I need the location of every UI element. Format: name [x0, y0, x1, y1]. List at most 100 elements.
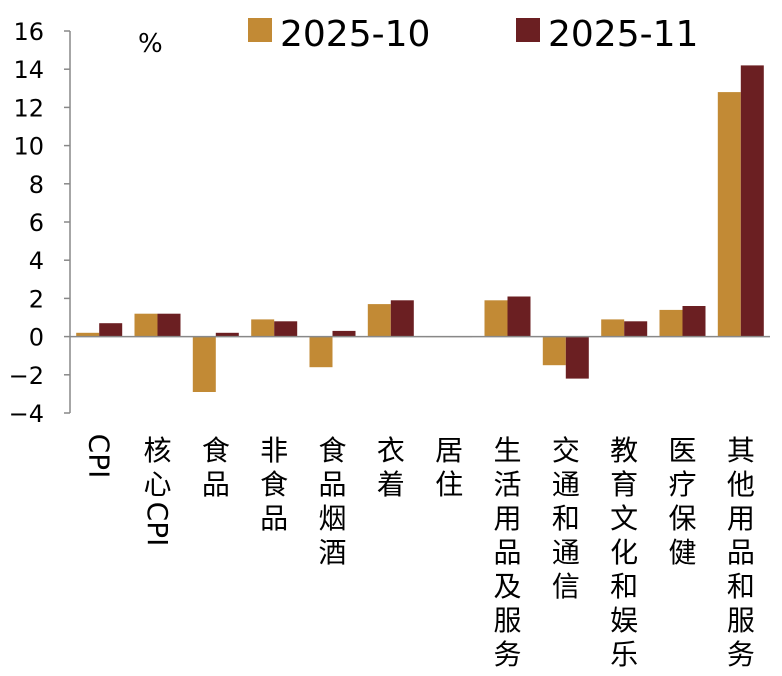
bar-2025-11-1	[157, 313, 181, 337]
bar-2025-11-8	[565, 336, 589, 379]
y-tick-label: 10	[13, 133, 44, 161]
legend-swatch-2025-11	[516, 18, 540, 42]
bar-2025-10-4	[309, 336, 333, 368]
bars	[76, 65, 764, 392]
category-label-part: 酒	[318, 536, 346, 569]
category-label-0: CPI	[83, 434, 116, 479]
y-tick-label: −2	[9, 362, 44, 390]
category-label-part: 服	[493, 604, 521, 637]
category-label-part: 通	[552, 468, 580, 501]
bar-2025-11-11	[740, 65, 764, 337]
category-label-3: 非食品	[260, 434, 288, 535]
category-label-part: 食	[318, 434, 346, 467]
category-label-part: 化	[610, 536, 638, 569]
bar-2025-11-0	[99, 323, 123, 337]
category-label-part: 活	[493, 468, 521, 501]
y-tick-label: 8	[29, 171, 44, 199]
category-label-part: 居	[435, 434, 463, 467]
bar-2025-11-3	[274, 321, 298, 337]
bar-2025-11-2	[215, 332, 239, 337]
category-label-part: 文	[610, 502, 638, 535]
bar-2025-10-0	[76, 332, 100, 337]
category-label-part: 娱	[610, 604, 638, 637]
y-axis: −4 −2 0 2 4 6 8 10 12 14 16	[9, 18, 71, 428]
category-label-part: 衣	[377, 434, 405, 467]
bar-2025-10-8	[542, 336, 566, 366]
bar-2025-10-2	[192, 336, 216, 392]
bar-2025-10-11	[717, 92, 741, 337]
legend: 2025-10 2025-11	[248, 14, 698, 55]
unit-label: %	[138, 29, 163, 59]
category-label-part: 通	[552, 536, 580, 569]
category-label-5: 衣着	[377, 434, 405, 501]
bar-2025-11-4	[332, 330, 356, 337]
category-label-2: 食品	[202, 434, 230, 501]
category-label-part: 品	[727, 536, 755, 569]
bar-2025-11-9	[624, 321, 648, 337]
category-label-part: 品	[493, 536, 521, 569]
y-tick-label: −4	[9, 400, 44, 428]
y-tick-label: 4	[29, 247, 44, 275]
bar-2025-11-7	[507, 296, 531, 337]
category-label-part: CPI	[83, 434, 116, 479]
bar-2025-10-1	[134, 313, 158, 337]
bar-2025-11-5	[390, 300, 414, 337]
category-label-part: 用	[493, 502, 521, 535]
category-label-part: 健	[668, 536, 696, 569]
category-label-part: 着	[377, 468, 405, 501]
category-label-part: 服	[727, 604, 755, 637]
category-label-part: 品	[260, 502, 288, 535]
y-tick-label: 0	[29, 324, 44, 352]
category-label-part: 教	[610, 434, 638, 467]
category-label-part: 交	[552, 434, 580, 467]
category-label-part: 非	[260, 434, 288, 467]
category-label-part: 务	[727, 638, 755, 671]
category-label-part: 住	[435, 468, 463, 501]
category-label-part: 和	[552, 502, 580, 535]
category-label-part: 信	[552, 570, 580, 603]
category-label-part: 烟	[318, 502, 346, 535]
category-label-part: 其	[727, 434, 755, 467]
bar-2025-10-10	[659, 309, 683, 337]
category-label-6: 居住	[435, 434, 463, 501]
category-label-part: 心	[143, 468, 171, 501]
bar-2025-10-9	[601, 319, 625, 337]
category-label-part: 和	[727, 570, 755, 603]
category-label-part: 他	[727, 468, 755, 501]
category-label-part: 用	[727, 502, 755, 535]
category-labels: CPI 核心CPI食品非食品食品烟酒衣着居住生活用品及服务交通和通信教育文化和娱乐…	[83, 434, 755, 671]
bar-2025-10-7	[484, 300, 508, 337]
bar-2025-10-3	[251, 319, 275, 337]
category-label-part: 育	[610, 468, 638, 501]
y-tick-label: 14	[13, 56, 44, 84]
category-label-part: 和	[610, 570, 638, 603]
category-label-part: 及	[493, 570, 521, 603]
category-label-part: 食	[202, 434, 230, 467]
category-label-part: 乐	[610, 638, 638, 671]
legend-swatch-2025-10	[248, 18, 272, 42]
category-label-part: 生	[493, 434, 521, 467]
category-label-part: 务	[493, 638, 521, 671]
y-tick-label: 16	[13, 18, 44, 46]
y-tick-label: 12	[13, 94, 44, 122]
y-tick-label: 6	[29, 209, 44, 237]
category-label-part: 医	[668, 434, 696, 467]
legend-label-2025-11: 2025-11	[548, 14, 698, 55]
category-label-part: 疗	[668, 468, 696, 501]
bar-2025-11-10	[682, 306, 706, 337]
y-tick-label: 2	[29, 285, 44, 313]
legend-label-2025-10: 2025-10	[280, 14, 430, 55]
category-label-part: CPI	[141, 502, 174, 547]
bar-2025-10-5	[367, 304, 391, 337]
category-label-part: 保	[668, 502, 696, 535]
category-label-part: 品	[202, 468, 230, 501]
category-label-part: 食	[260, 468, 288, 501]
